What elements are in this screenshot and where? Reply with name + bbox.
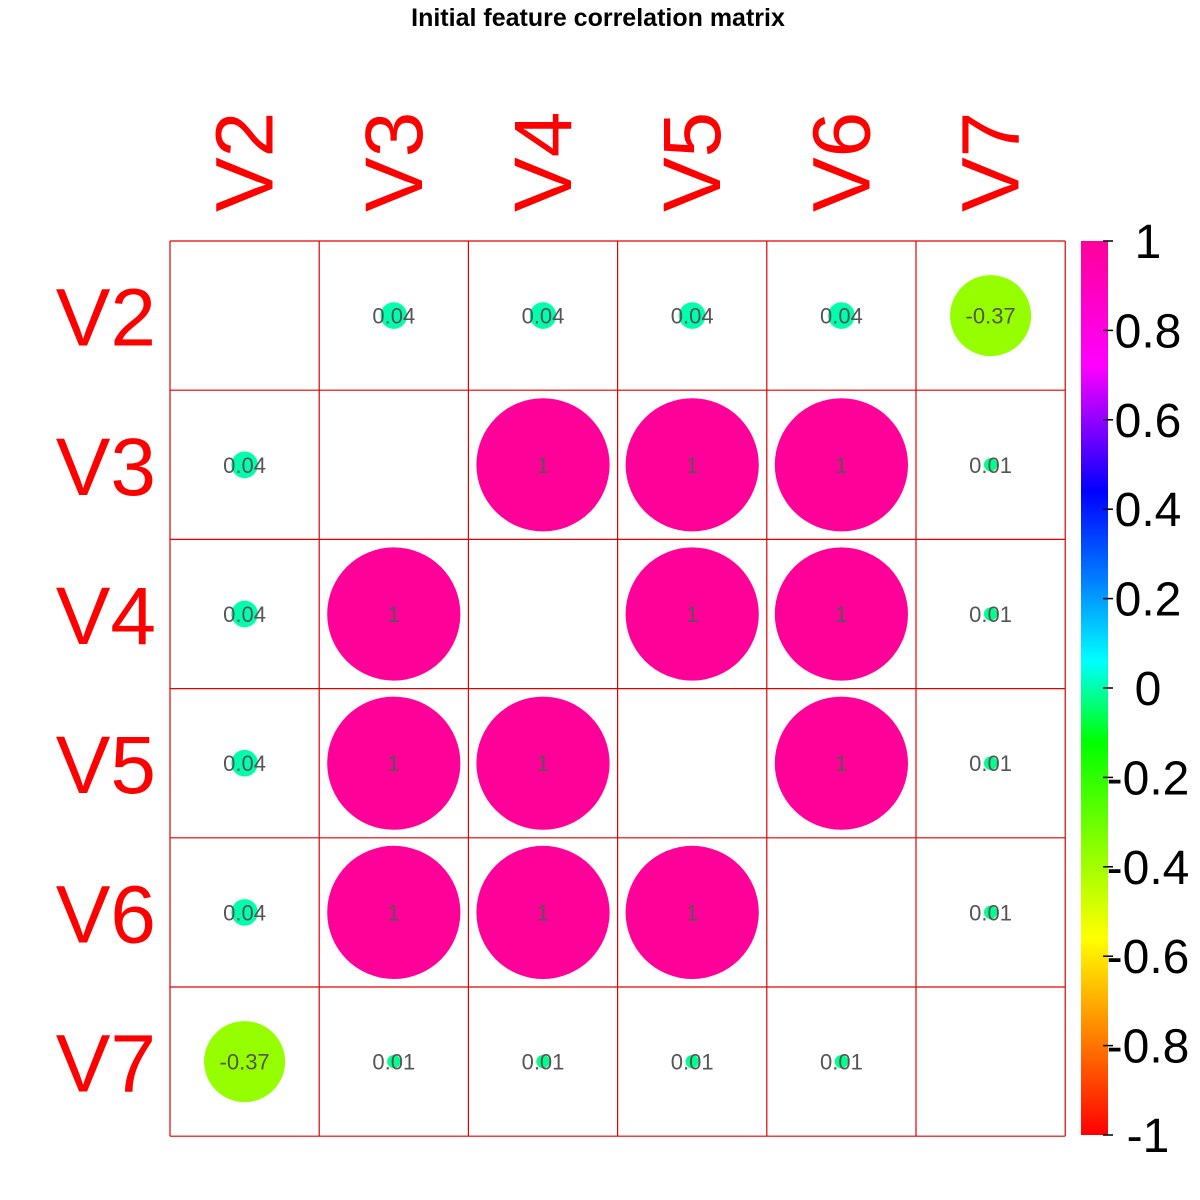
corr-label-V2-V7: -0.37 <box>966 304 1016 329</box>
corr-label-V4-V5: 1 <box>686 602 698 627</box>
row-label-V2: V2 <box>56 273 156 364</box>
colorbar-ticklabel-10: -1 <box>1127 1110 1170 1163</box>
corr-circle-V5-V7 <box>983 756 998 770</box>
col-label-V2: V2 <box>200 112 291 212</box>
colorbar-ticklabel-1: 0.8 <box>1115 305 1182 358</box>
col-label-V5: V5 <box>647 112 738 212</box>
corr-label-V6-V7: 0.01 <box>969 900 1012 925</box>
corr-label-V5-V7: 0.01 <box>969 751 1012 776</box>
corr-label-V5-V2: 0.04 <box>223 751 266 776</box>
corr-circle-V6-V4 <box>476 845 610 980</box>
corr-label-V2-V3: 0.04 <box>372 304 415 329</box>
colorbar-ticklabel-7: -0.4 <box>1107 842 1190 895</box>
colorbar-ticks: 1 0.8 0.6 0.4 0.2 0 -0.2 -0.4 -0.6 -0.8 -1 <box>1103 216 1189 1163</box>
corr-label-V3-V7: 0.01 <box>969 453 1012 478</box>
corr-label-V2-V5: 0.04 <box>671 304 714 329</box>
corr-circle-V2-V3 <box>380 302 408 329</box>
corr-circle-V5-V3 <box>327 696 461 830</box>
corr-circle-V6-V2 <box>231 899 258 926</box>
corr-label-V2-V6: 0.04 <box>820 304 863 329</box>
corr-label-V7-V4: 0.01 <box>522 1050 565 1075</box>
corr-circle-V3-V5 <box>625 398 759 532</box>
corr-label-V7-V6: 0.01 <box>820 1050 863 1075</box>
corr-label-V3-V5: 1 <box>686 453 698 478</box>
colorbar-ticklabel-6: -0.2 <box>1107 752 1190 805</box>
colorbar-legend: 1 0.8 0.6 0.4 0.2 0 -0.2 -0.4 -0.6 -0.8 -1 <box>1081 216 1189 1163</box>
row-label-V6: V6 <box>56 869 156 960</box>
col-labels-layer: V2 V3 V4 V5 V6 V7 <box>200 112 1037 212</box>
col-label-V7: V7 <box>946 112 1037 212</box>
grid-layer <box>169 240 1066 1137</box>
corr-circle-V5-V2 <box>231 749 258 777</box>
corr-label-V4-V7: 0.01 <box>969 602 1012 627</box>
corr-label-V4-V6: 1 <box>835 602 847 627</box>
col-label-V6: V6 <box>796 112 887 212</box>
chart-title: Initial feature correlation matrix <box>411 4 785 32</box>
corr-circle-V3-V4 <box>476 398 610 532</box>
corr-circle-V7-V5 <box>685 1054 699 1069</box>
corr-circle-V3-V6 <box>774 398 909 532</box>
corr-circle-V7-V4 <box>536 1054 550 1069</box>
corr-label-V7-V2: -0.37 <box>220 1050 270 1075</box>
colorbar-ticklabel-8: -0.6 <box>1107 931 1190 984</box>
corr-label-V6-V5: 1 <box>686 900 698 925</box>
corr-circle-V7-V2 <box>204 1021 286 1103</box>
corr-circle-V2-V7 <box>950 275 1032 357</box>
corr-circle-V3-V2 <box>231 451 258 479</box>
corr-circle-V4-V5 <box>625 547 759 681</box>
corr-circle-V3-V7 <box>983 458 998 472</box>
corr-circle-V4-V7 <box>983 607 998 621</box>
colorbar-ticklabel-5: 0 <box>1135 663 1162 716</box>
colorbar-ticklabel-3: 0.4 <box>1115 484 1182 537</box>
corr-label-V6-V4: 1 <box>537 900 549 925</box>
colorbar-ticklabel-2: 0.6 <box>1115 395 1182 448</box>
corr-circle-V7-V3 <box>387 1054 401 1069</box>
corr-label-V3-V4: 1 <box>537 453 549 478</box>
corr-label-V5-V3: 1 <box>388 751 400 776</box>
corr-circle-V5-V4 <box>476 696 610 830</box>
col-label-V3: V3 <box>349 112 440 212</box>
row-label-V5: V5 <box>56 720 156 811</box>
corr-label-V3-V6: 1 <box>835 453 847 478</box>
corr-circle-V2-V6 <box>828 302 855 329</box>
corr-label-V4-V2: 0.04 <box>223 602 266 627</box>
row-label-V3: V3 <box>56 422 156 513</box>
corr-label-V4-V3: 1 <box>388 602 400 627</box>
cell-labels-layer: 0.04 0.04 0.04 0.04 -0.37 0.04 1 1 1 0.01 0.04 1 1 1 0… <box>220 304 1016 1075</box>
corr-circle-V2-V4 <box>529 302 557 329</box>
colorbar-ticklabel-4: 0.2 <box>1115 574 1182 627</box>
corr-circle-V7-V6 <box>834 1054 849 1069</box>
corr-label-V7-V5: 0.01 <box>671 1050 714 1075</box>
corr-label-V5-V4: 1 <box>537 751 549 776</box>
corr-circle-V6-V7 <box>983 905 998 920</box>
row-labels-layer: V2 V3 V4 V5 V6 V7 <box>56 273 156 1110</box>
corr-circle-V6-V5 <box>625 845 759 980</box>
circles-layer <box>204 275 1032 1103</box>
colorbar-ticklabel-0: 1 <box>1135 216 1162 269</box>
corr-circle-V4-V2 <box>231 600 258 628</box>
col-label-V4: V4 <box>498 112 589 212</box>
corr-label-V7-V3: 0.01 <box>372 1050 415 1075</box>
corr-label-V3-V2: 0.04 <box>223 453 266 478</box>
corr-circle-V6-V3 <box>327 845 461 980</box>
corr-circle-V5-V6 <box>774 696 909 830</box>
corr-label-V6-V2: 0.04 <box>223 900 266 925</box>
row-label-V7: V7 <box>56 1019 156 1110</box>
corr-circle-V4-V3 <box>327 547 461 681</box>
colorbar-ticklabel-9: -0.8 <box>1107 1021 1190 1074</box>
row-label-V4: V4 <box>56 571 156 662</box>
corr-circle-V4-V6 <box>774 547 909 681</box>
corr-label-V2-V4: 0.04 <box>522 304 565 329</box>
corr-label-V5-V6: 1 <box>835 751 847 776</box>
corr-circle-V2-V5 <box>678 302 706 329</box>
corr-label-V6-V3: 1 <box>388 900 400 925</box>
